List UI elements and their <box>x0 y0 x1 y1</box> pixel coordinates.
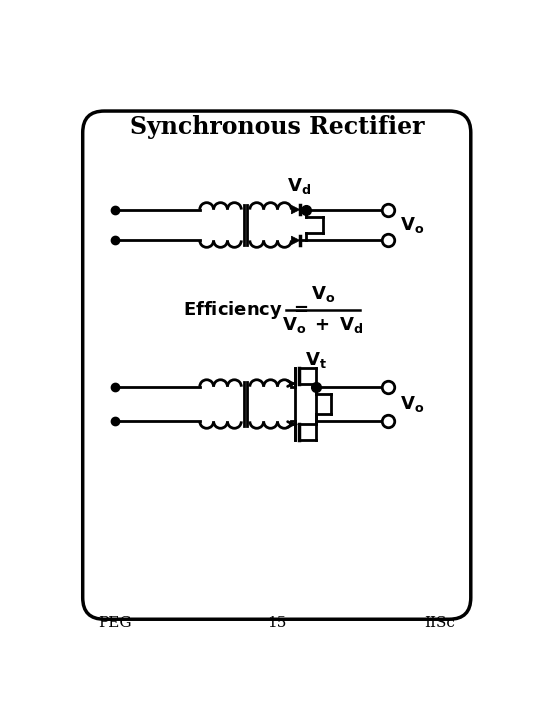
Text: PEG: PEG <box>98 616 132 630</box>
Text: IISc: IISc <box>424 616 455 630</box>
FancyBboxPatch shape <box>83 111 471 619</box>
Text: $\mathbf{V}_\mathbf{o}$: $\mathbf{V}_\mathbf{o}$ <box>400 394 424 414</box>
Text: $\mathbf{V}_\mathbf{o}$: $\mathbf{V}_\mathbf{o}$ <box>311 284 335 305</box>
Text: $\mathbf{V}_\mathbf{o}$$\mathbf{\ +\ V}_\mathbf{d}$: $\mathbf{V}_\mathbf{o}$$\mathbf{\ +\ V}_… <box>282 315 363 335</box>
Text: $\mathbf{Efficiency}$  =: $\mathbf{Efficiency}$ = <box>183 299 309 320</box>
Text: 15: 15 <box>267 616 286 630</box>
Polygon shape <box>292 236 300 245</box>
Text: Synchronous Rectifier: Synchronous Rectifier <box>130 115 424 139</box>
Polygon shape <box>292 205 300 214</box>
Text: $\mathbf{V}_\mathbf{d}$: $\mathbf{V}_\mathbf{d}$ <box>287 176 312 196</box>
Text: $\mathbf{V}_\mathbf{t}$: $\mathbf{V}_\mathbf{t}$ <box>305 350 327 370</box>
Text: $\mathbf{V}_\mathbf{o}$: $\mathbf{V}_\mathbf{o}$ <box>400 215 424 235</box>
